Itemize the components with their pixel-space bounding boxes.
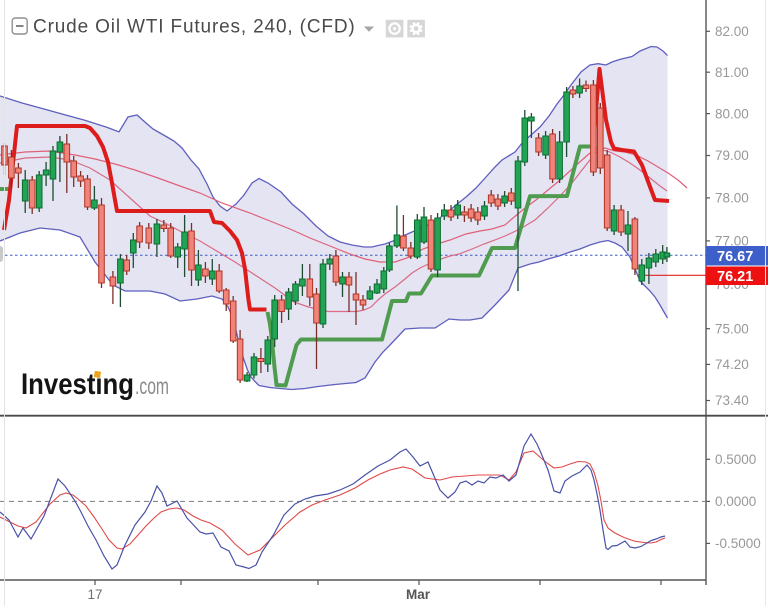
svg-text:82.00: 82.00 (715, 24, 749, 39)
svg-text:17: 17 (87, 587, 102, 602)
svg-text:Crude Oil WTI Futures, 240, (C: Crude Oil WTI Futures, 240, (CFD) (33, 17, 356, 38)
svg-text:79.00: 79.00 (715, 148, 749, 163)
svg-text:81.00: 81.00 (715, 65, 749, 80)
svg-text:Mar: Mar (406, 587, 431, 602)
svg-text:-0.5000: -0.5000 (715, 536, 761, 551)
svg-text:74.20: 74.20 (715, 357, 749, 372)
svg-text:76.21: 76.21 (717, 269, 753, 285)
svg-text:77.00: 77.00 (715, 234, 749, 249)
svg-text:73.40: 73.40 (715, 393, 749, 408)
svg-text:75.00: 75.00 (715, 321, 749, 336)
svg-text:80.00: 80.00 (715, 106, 749, 121)
svg-text:78.00: 78.00 (715, 191, 749, 206)
svg-text:Investıng: Investıng (21, 368, 134, 401)
svg-text:76.67: 76.67 (717, 249, 753, 265)
svg-text:.com: .com (135, 373, 169, 399)
svg-text:0.5000: 0.5000 (715, 452, 756, 467)
svg-text:0.0000: 0.0000 (715, 494, 756, 509)
